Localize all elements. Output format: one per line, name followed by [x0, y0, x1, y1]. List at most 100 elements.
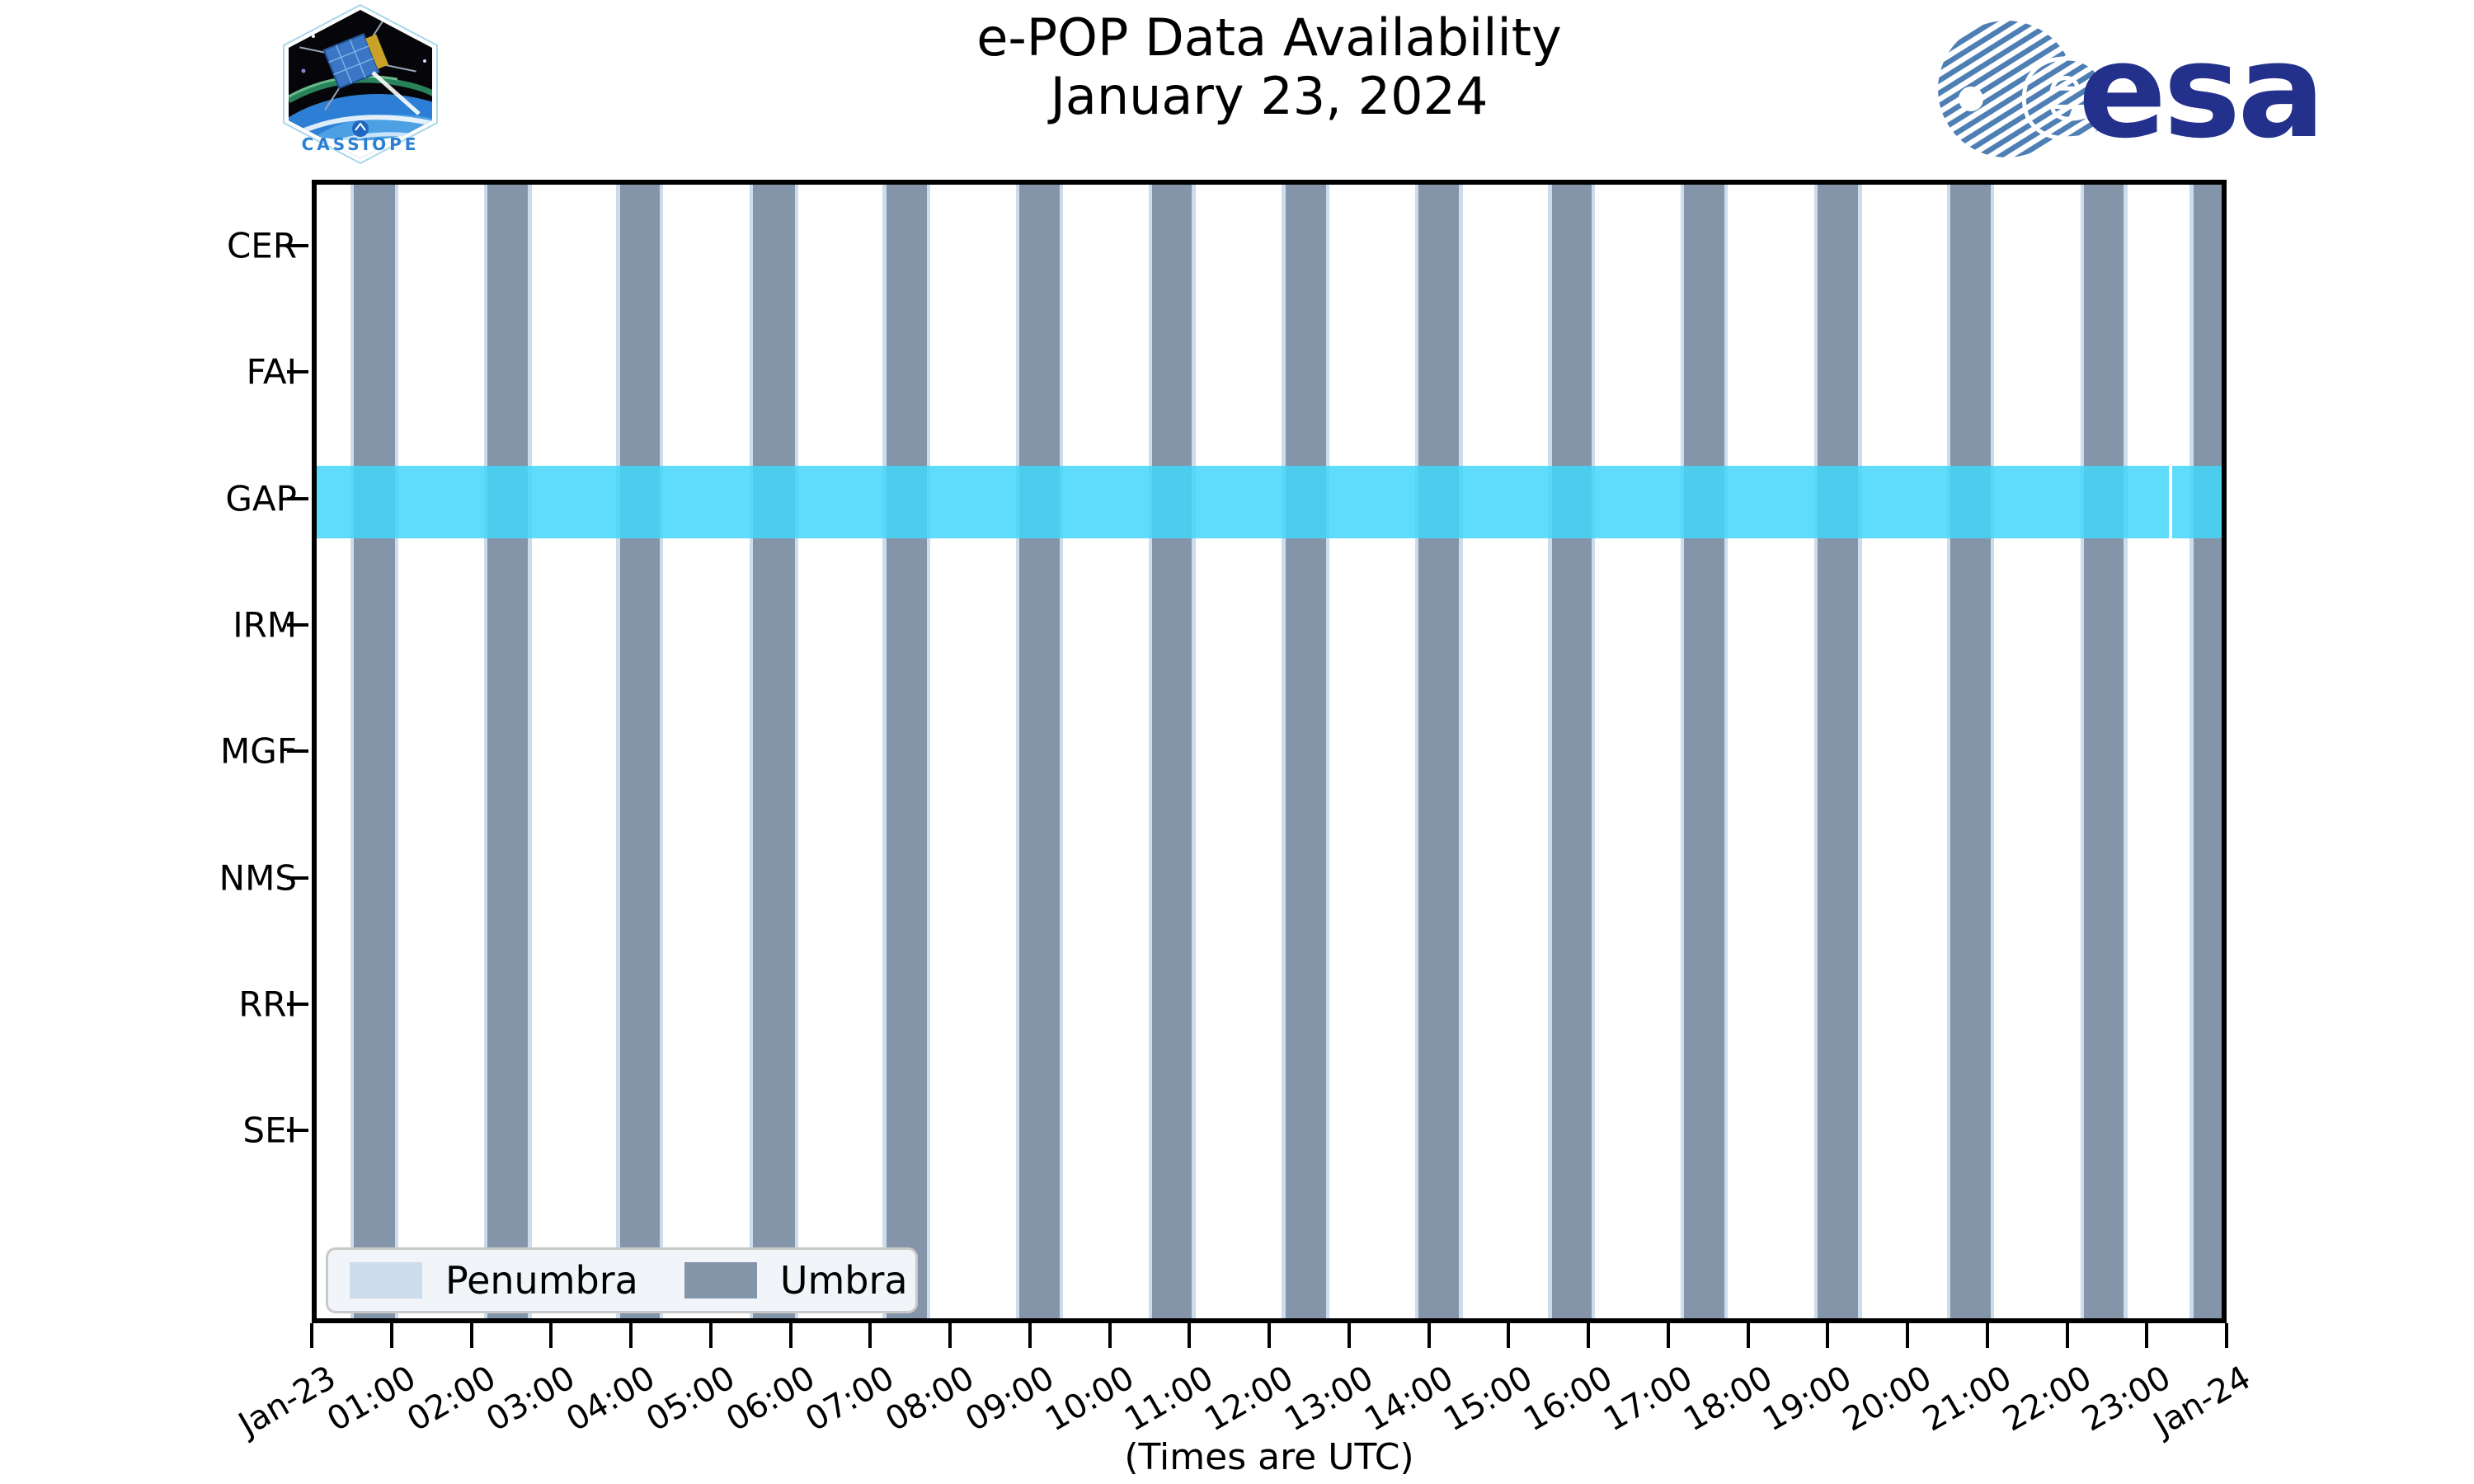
umbra-bar: [354, 185, 395, 1318]
esa-wordmark: esa: [2078, 16, 2322, 167]
y-tick-label-sei: SEI: [242, 1110, 297, 1151]
svg-text:e: e: [2020, 12, 2110, 166]
legend: Penumbra Umbra: [326, 1247, 918, 1313]
x-tick: [1347, 1323, 1351, 1348]
x-tick-label: 03:00: [480, 1359, 582, 1439]
umbra-bar: [1285, 185, 1326, 1318]
umbra-bar: [886, 185, 928, 1318]
cassiope-mission-patch: CASSIOPE: [272, 3, 449, 165]
x-tick: [2065, 1323, 2069, 1348]
x-tick-label: 17:00: [1597, 1359, 1699, 1439]
y-tick-label-fai: FAI: [246, 351, 297, 392]
x-tick: [629, 1323, 633, 1348]
x-tick: [2145, 1323, 2149, 1348]
x-tick: [708, 1323, 713, 1348]
x-tick-label: 09:00: [958, 1359, 1061, 1439]
legend-swatch-penumbra: [350, 1262, 422, 1298]
x-tick-label: 02:00: [400, 1359, 502, 1439]
x-tick: [549, 1323, 553, 1348]
umbra-bar: [619, 185, 661, 1318]
umbra-bar: [1950, 185, 1991, 1318]
y-tick: [287, 749, 308, 754]
y-tick: [287, 1002, 308, 1006]
x-tick: [1188, 1323, 1192, 1348]
x-tick: [1826, 1323, 1830, 1348]
x-tick-label: 08:00: [879, 1359, 981, 1439]
umbra-bar: [1817, 185, 1859, 1318]
legend-item-umbra: Umbra: [684, 1258, 908, 1303]
esa-logo: e esa: [1921, 0, 2416, 173]
y-tick: [287, 622, 308, 627]
umbra-bar: [1151, 185, 1192, 1318]
gap-availability-segment: [2172, 466, 2222, 538]
chart-title-block: e-POP Data Availability January 23, 2024: [312, 8, 2227, 126]
x-tick-label: 22:00: [1996, 1359, 2098, 1439]
x-tick: [310, 1323, 313, 1348]
x-tick-label: 18:00: [1677, 1359, 1779, 1439]
cassiope-patch-icon: CASSIOPE: [283, 3, 438, 165]
x-tick: [868, 1323, 872, 1348]
y-tick: [287, 370, 308, 374]
x-tick-label: 16:00: [1517, 1359, 1619, 1439]
x-tick: [1587, 1323, 1590, 1348]
x-tick-label: 13:00: [1277, 1359, 1380, 1439]
x-tick-label: 07:00: [799, 1359, 901, 1439]
plot-bars-layer: [317, 185, 2222, 1318]
x-tick: [2225, 1323, 2228, 1348]
legend-swatch-umbra: [684, 1262, 757, 1298]
x-tick: [1108, 1323, 1112, 1348]
x-tick: [1666, 1323, 1670, 1348]
x-tick: [1507, 1323, 1511, 1348]
y-tick-label-cer: CER: [226, 225, 297, 266]
umbra-bar: [2193, 185, 2222, 1318]
x-tick: [1028, 1323, 1032, 1348]
x-tick-label: Jan-23: [233, 1359, 342, 1444]
umbra-bar: [753, 185, 795, 1318]
y-tick: [287, 496, 308, 500]
x-axis-label: (Times are UTC): [1124, 1436, 1414, 1478]
x-tick: [1746, 1323, 1750, 1348]
x-tick-label: 01:00: [320, 1359, 422, 1439]
x-tick: [1427, 1323, 1431, 1348]
y-tick-label-mgf: MGF: [220, 730, 297, 772]
y-tick-label-nms: NMS: [219, 857, 297, 898]
gap-availability-segment: [317, 466, 2169, 538]
chart-title: e-POP Data Availability: [976, 7, 1562, 68]
esa-logo-icon: e esa: [1938, 7, 2326, 170]
x-tick: [1985, 1323, 1989, 1348]
umbra-bar: [1019, 185, 1060, 1318]
x-tick-label: 06:00: [719, 1359, 821, 1439]
x-tick-label: 14:00: [1357, 1359, 1460, 1439]
umbra-bar: [1418, 185, 1460, 1318]
patch-caption: CASSIOPE: [302, 134, 420, 154]
chart-subtitle: January 23, 2024: [1050, 66, 1489, 127]
x-tick-label: 10:00: [1038, 1359, 1141, 1439]
x-tick-label: 21:00: [1916, 1359, 2018, 1439]
x-tick: [1268, 1323, 1271, 1348]
y-tick-label-gap: GAP: [225, 478, 297, 519]
x-tick-label: 05:00: [639, 1359, 741, 1439]
y-tick: [287, 1129, 308, 1133]
x-tick: [788, 1323, 793, 1348]
legend-label: Penumbra: [445, 1258, 638, 1303]
x-tick: [389, 1323, 393, 1348]
legend-item-penumbra: Penumbra: [350, 1258, 638, 1303]
x-tick: [469, 1323, 473, 1348]
y-tick-label-irm: IRM: [233, 604, 297, 646]
x-tick-label: 12:00: [1198, 1359, 1300, 1439]
umbra-bar: [2084, 185, 2124, 1318]
x-tick-label: 15:00: [1437, 1359, 1540, 1439]
umbra-bar: [1684, 185, 1724, 1318]
x-tick: [948, 1323, 952, 1348]
umbra-bar: [487, 185, 529, 1318]
y-tick-label-rri: RRI: [238, 984, 297, 1025]
umbra-bar: [1551, 185, 1592, 1318]
y-tick: [287, 244, 308, 247]
x-tick: [1906, 1323, 1909, 1348]
x-tick-label: 04:00: [560, 1359, 661, 1439]
x-tick-label: 19:00: [1757, 1359, 1859, 1439]
x-tick-label: 20:00: [1837, 1359, 1938, 1439]
x-tick-label: 11:00: [1118, 1359, 1221, 1439]
plot-area: [312, 180, 2227, 1323]
